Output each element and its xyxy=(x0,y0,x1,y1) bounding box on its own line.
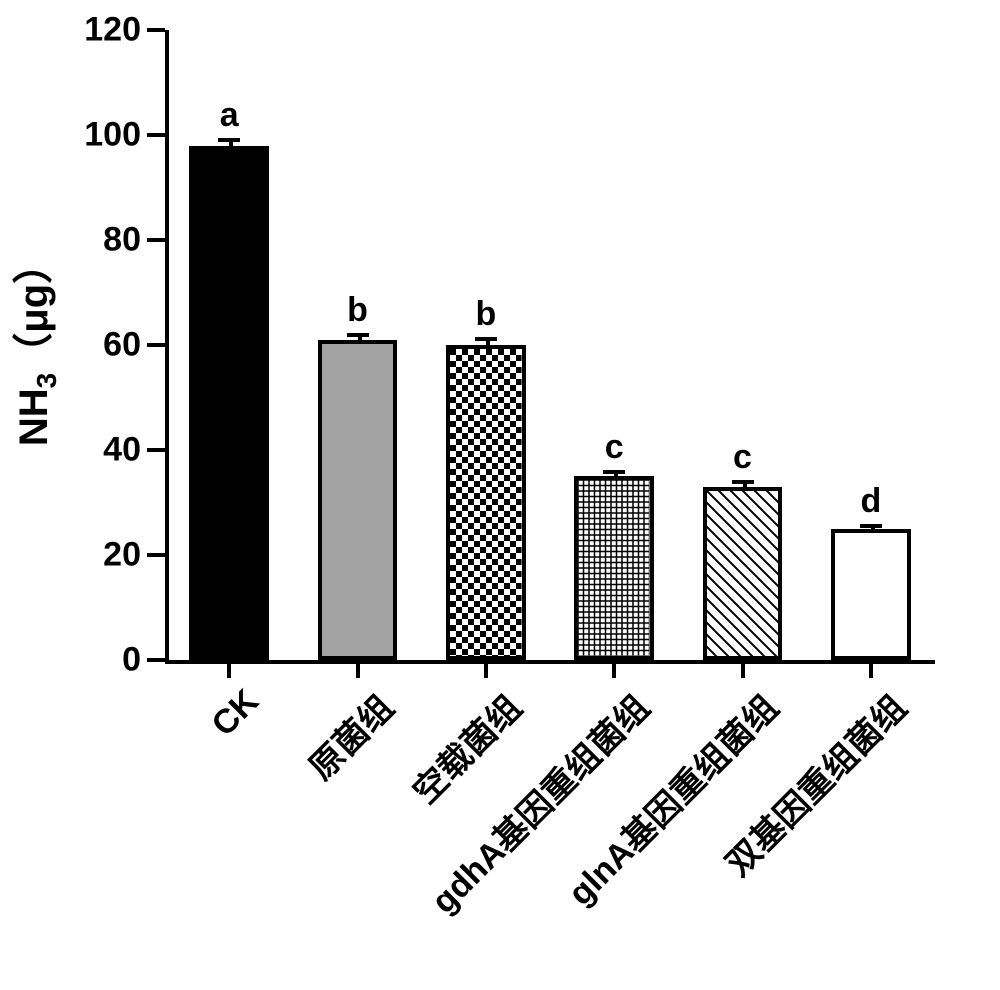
bar-pattern xyxy=(578,480,650,656)
error-bar-cap xyxy=(218,138,240,142)
x-tick xyxy=(869,660,873,678)
significance-label: c xyxy=(605,428,624,467)
significance-label: a xyxy=(220,96,239,135)
error-bar-cap xyxy=(347,333,369,337)
x-tick xyxy=(484,660,488,678)
y-tick-label: 80 xyxy=(103,221,165,260)
bar-pattern xyxy=(707,491,779,656)
x-axis-line xyxy=(165,660,935,664)
error-bar-cap xyxy=(860,524,882,528)
y-axis-line xyxy=(165,30,169,660)
error-bar-cap xyxy=(732,480,754,484)
bar xyxy=(831,529,911,660)
bar xyxy=(446,345,526,660)
bar xyxy=(189,146,269,661)
significance-label: c xyxy=(733,438,752,477)
y-tick-label: 20 xyxy=(103,536,165,575)
error-bar-cap xyxy=(475,337,497,341)
x-tick-label: 原菌组 xyxy=(295,682,402,789)
bar-pattern xyxy=(450,349,522,656)
y-tick-label: 60 xyxy=(103,326,165,365)
bar-chart-figure: NH3（μg） 020406080100120aCKb原菌组b空载菌组cgdhA… xyxy=(0,0,1000,990)
y-axis-label: NH3（μg） xyxy=(1,244,63,446)
x-tick xyxy=(741,660,745,678)
significance-label: d xyxy=(860,482,881,521)
bar xyxy=(574,476,654,660)
x-tick xyxy=(612,660,616,678)
plot-area: 020406080100120aCKb原菌组b空载菌组cgdhA基因重组菌组cg… xyxy=(165,30,935,660)
bar xyxy=(318,340,398,660)
x-tick-label: gdhA基因重组菌组 xyxy=(419,682,659,922)
significance-label: b xyxy=(475,295,496,334)
y-tick-label: 40 xyxy=(103,431,165,470)
x-tick xyxy=(356,660,360,678)
y-tick-label: 100 xyxy=(84,116,165,155)
error-bar-cap xyxy=(603,470,625,474)
x-tick xyxy=(227,660,231,678)
bar xyxy=(703,487,783,660)
significance-label: b xyxy=(347,291,368,330)
y-tick-label: 120 xyxy=(84,11,165,50)
x-tick-label: CK xyxy=(204,682,266,744)
y-tick-label: 0 xyxy=(122,641,165,680)
